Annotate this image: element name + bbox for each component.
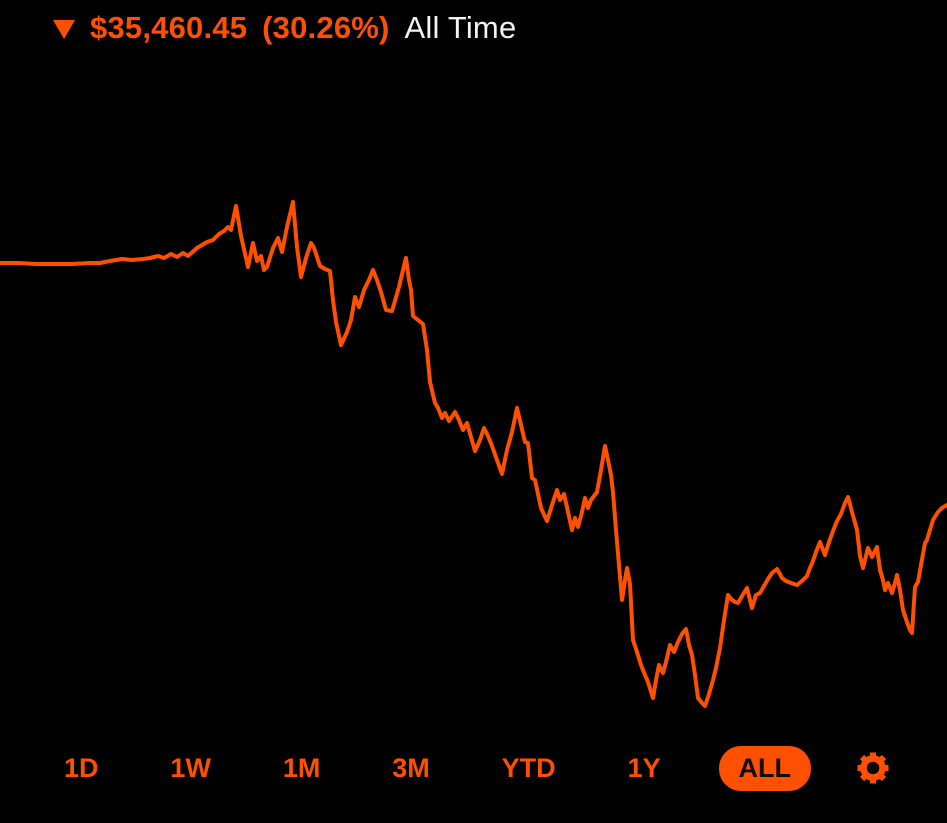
range-button-all[interactable]: ALL: [718, 745, 811, 791]
range-button-1y[interactable]: 1Y: [614, 748, 675, 789]
range-button-1d[interactable]: 1D: [50, 748, 113, 789]
range-button-3m[interactable]: 3M: [378, 748, 444, 789]
range-button-1m[interactable]: 1M: [269, 748, 335, 789]
period-label: All Time: [404, 10, 517, 45]
price-line[interactable]: [0, 200, 947, 708]
header: $35,460.45 (30.26%) All Time: [53, 10, 516, 46]
chart-settings-button[interactable]: [855, 750, 891, 786]
change-percent: (30.26%): [262, 10, 390, 45]
range-button-ytd[interactable]: YTD: [488, 748, 570, 789]
down-triangle-icon: [53, 19, 75, 39]
gear-icon: [857, 752, 889, 784]
range-button-1w[interactable]: 1W: [156, 748, 225, 789]
range-selector: 1D 1W 1M 3M YTD 1Y ALL: [0, 745, 947, 791]
change-amount: $35,460.45: [90, 10, 248, 45]
